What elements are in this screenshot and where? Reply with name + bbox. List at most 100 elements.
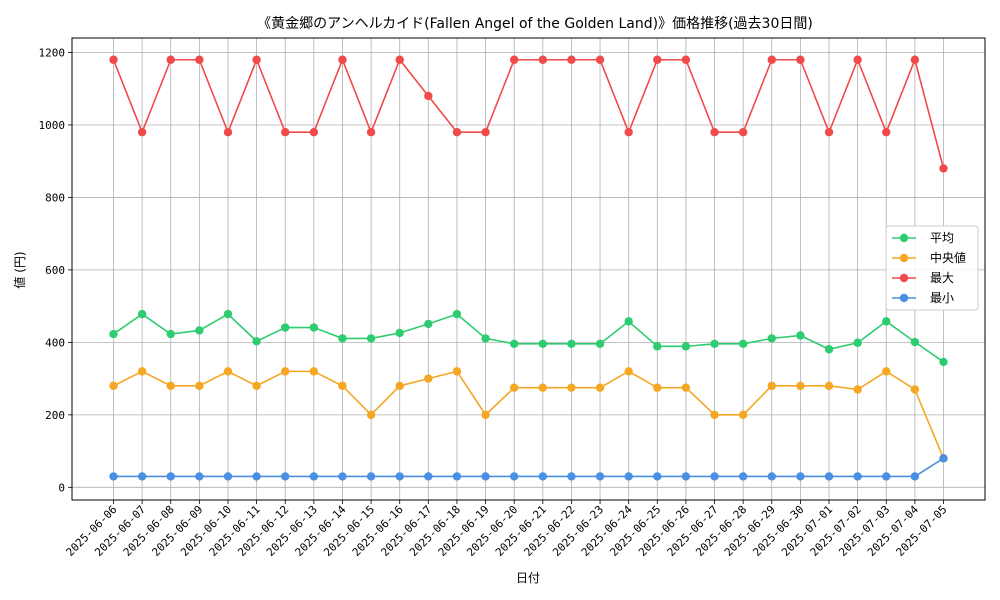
series-0 [109,309,948,367]
data-point [710,128,719,137]
data-point [882,472,891,481]
data-point [195,55,204,64]
data-point [366,128,376,137]
data-point [796,331,805,340]
data-point [481,334,490,343]
chart-title: 《黄金郷のアンヘルカイド(Fallen Angel of the Golden … [257,15,813,32]
data-point [738,410,748,420]
data-point [738,339,748,349]
data-point [624,317,633,326]
data-point [538,55,548,64]
data-point [223,128,233,137]
data-point [710,410,719,420]
data-point [882,128,891,137]
data-point [767,472,776,481]
series-line [113,457,944,478]
data-point [796,381,805,391]
data-point [452,309,462,319]
data-point [624,128,633,137]
data-point [223,309,233,319]
y-ticks: 0 200 400 600 800 1000 1200 [39,46,72,494]
data-point [624,367,633,376]
data-point [538,383,548,392]
y-tick-label: 200 [45,409,65,422]
legend-label: 中央値 [930,250,966,265]
data-point [481,410,490,420]
legend-marker [899,253,909,263]
y-tick-label: 1000 [39,119,66,132]
data-point [853,338,862,347]
data-point [710,472,719,481]
legend-label: 最大 [930,271,954,285]
x-ticks: 2025-06-062025-06-072025-06-082025-06-09… [64,500,950,559]
data-point [281,472,290,481]
data-point [595,383,605,392]
data-point [824,472,834,481]
y-tick-label: 600 [45,264,65,277]
legend-box [885,225,979,311]
data-point [338,472,347,481]
data-point [309,472,319,481]
data-point [595,472,605,481]
data-point [538,339,548,349]
y-tick-label: 800 [45,191,65,204]
data-point [939,357,948,367]
data-point [910,385,920,394]
data-point [223,472,233,481]
data-point [882,367,891,376]
data-point [624,472,633,481]
data-point [910,55,920,64]
series-3 [109,454,948,481]
data-point [681,342,691,351]
data-point [252,55,261,64]
data-point [481,128,490,137]
data-point [653,55,662,64]
data-point [767,381,776,391]
data-point [309,128,319,137]
data-point [309,367,319,376]
data-point [366,410,376,420]
data-point [109,381,118,391]
y-tick-label: 0 [58,481,65,494]
data-point [252,381,261,391]
data-point [509,339,519,349]
data-point [481,472,490,481]
data-point [910,337,920,347]
data-point [567,383,576,392]
series-group [109,55,948,481]
data-point [567,55,576,64]
data-point [109,329,118,339]
data-point [281,367,290,376]
data-point [424,374,433,383]
y-axis-label: 値 (円) [12,251,27,288]
data-point [653,383,662,392]
data-point [796,472,805,481]
data-point [252,337,261,346]
data-point [767,334,776,343]
data-point [939,454,948,463]
data-point [653,472,662,481]
data-point [824,345,834,354]
series-line [113,313,944,363]
data-point [509,383,519,392]
data-point [395,55,404,64]
data-point [137,472,147,481]
data-point [538,472,548,481]
data-point [853,55,862,64]
data-point [366,472,376,481]
data-point [137,309,147,319]
data-point [567,339,576,349]
data-point [395,381,404,391]
data-point [796,55,805,64]
data-point [338,381,347,391]
data-point [853,385,862,394]
y-tick-label: 1200 [39,46,66,59]
data-point [137,367,147,376]
data-point [824,381,834,391]
legend-label: 平均 [930,231,954,245]
data-point [195,381,204,391]
legend-marker [899,273,909,283]
data-point [223,367,233,376]
